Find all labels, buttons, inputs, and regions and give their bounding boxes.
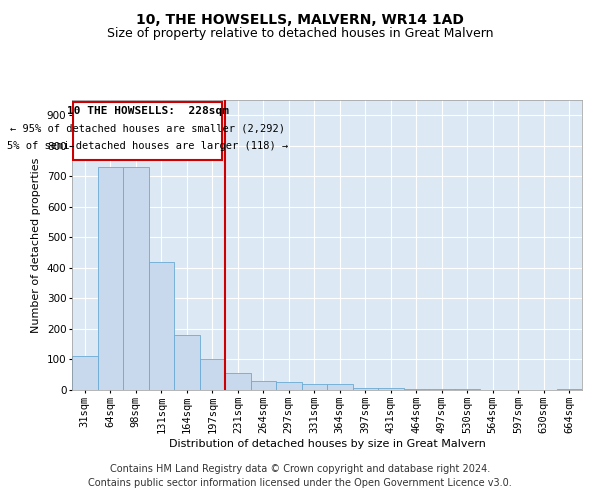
Bar: [174, 335, 199, 390]
Bar: [455, 389, 480, 390]
Y-axis label: Number of detached properties: Number of detached properties: [31, 158, 41, 332]
Bar: [404, 389, 429, 390]
Bar: [378, 388, 404, 390]
Bar: [302, 384, 327, 390]
Text: 5% of semi-detached houses are larger (118) →: 5% of semi-detached houses are larger (1…: [7, 142, 289, 152]
Bar: [251, 381, 276, 390]
Bar: [72, 356, 97, 390]
Text: Contains HM Land Registry data © Crown copyright and database right 2024.
Contai: Contains HM Land Registry data © Crown c…: [88, 464, 512, 487]
Bar: [73, 102, 223, 160]
X-axis label: Distribution of detached houses by size in Great Malvern: Distribution of detached houses by size …: [169, 438, 485, 448]
Text: ← 95% of detached houses are smaller (2,292): ← 95% of detached houses are smaller (2,…: [10, 124, 286, 134]
Bar: [97, 167, 123, 390]
Text: 10 THE HOWSELLS:  228sqm: 10 THE HOWSELLS: 228sqm: [67, 106, 229, 116]
Text: Size of property relative to detached houses in Great Malvern: Size of property relative to detached ho…: [107, 28, 493, 40]
Bar: [327, 384, 353, 390]
Bar: [123, 167, 149, 390]
Bar: [225, 373, 251, 390]
Bar: [149, 262, 174, 390]
Bar: [353, 388, 378, 390]
Bar: [276, 382, 302, 390]
Text: 10, THE HOWSELLS, MALVERN, WR14 1AD: 10, THE HOWSELLS, MALVERN, WR14 1AD: [136, 12, 464, 26]
Bar: [429, 389, 455, 390]
Bar: [199, 360, 225, 390]
Bar: [557, 389, 582, 390]
